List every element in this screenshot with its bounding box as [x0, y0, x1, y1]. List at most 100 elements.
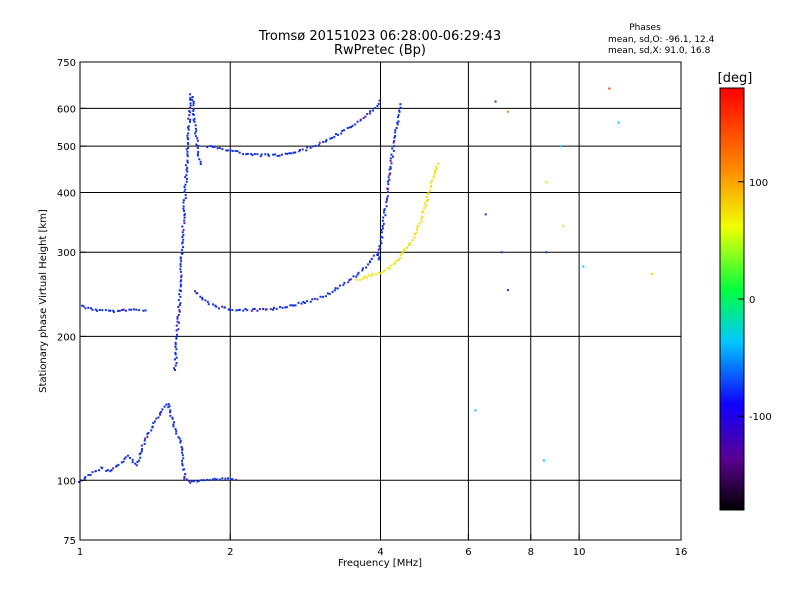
- o-mode-point: [197, 479, 200, 482]
- o-mode-point: [192, 480, 195, 483]
- o-mode-point: [336, 287, 339, 290]
- o-mode-point: [359, 118, 362, 121]
- o-mode-point: [199, 163, 202, 166]
- o-mode-point: [328, 292, 331, 295]
- x-mode-point: [362, 277, 365, 280]
- o-mode-point: [157, 416, 160, 419]
- o-mode-point: [132, 308, 135, 311]
- o-mode-point: [184, 164, 187, 167]
- o-mode-point: [180, 279, 183, 282]
- o-mode-point: [96, 309, 99, 312]
- o-mode-point: [311, 298, 314, 301]
- x-mode-point: [403, 248, 406, 251]
- o-mode-point: [175, 348, 178, 351]
- o-mode-point: [187, 138, 190, 141]
- o-mode-point: [227, 308, 230, 311]
- grid-lines: [80, 62, 681, 540]
- o-mode-point: [139, 452, 142, 455]
- o-mode-point: [181, 459, 184, 462]
- o-mode-point: [206, 478, 209, 481]
- o-mode-point: [264, 153, 267, 156]
- o-mode-point: [213, 145, 216, 148]
- o-mode-point: [188, 480, 191, 483]
- o-mode-point: [372, 109, 375, 112]
- o-mode-point: [390, 153, 393, 156]
- stats-heading: Phases: [629, 23, 661, 33]
- o-mode-point: [372, 254, 375, 257]
- o-mode-point: [389, 167, 392, 170]
- x-mode-point: [389, 264, 392, 267]
- o-mode-point: [382, 222, 385, 225]
- o-mode-point: [178, 321, 181, 324]
- o-mode-point: [229, 149, 232, 152]
- x-mode-point: [435, 167, 438, 170]
- o-mode-point: [175, 430, 178, 433]
- o-mode-point: [394, 131, 397, 134]
- o-mode-point: [177, 299, 180, 302]
- o-mode-point: [179, 295, 182, 298]
- o-mode-point: [186, 170, 189, 173]
- o-mode-point: [341, 129, 344, 132]
- noise-point: [617, 121, 620, 124]
- o-mode-point: [229, 478, 232, 481]
- o-mode-point: [153, 420, 156, 423]
- o-mode-point: [260, 153, 263, 156]
- x-mode-point: [420, 220, 423, 223]
- o-mode-point: [181, 248, 184, 251]
- o-mode-point: [309, 146, 312, 149]
- x-mode-point: [421, 211, 424, 214]
- o-mode-point: [177, 313, 180, 316]
- o-mode-point: [197, 150, 200, 153]
- noise-point: [608, 87, 611, 90]
- o-mode-point: [183, 219, 186, 222]
- o-mode-point: [180, 276, 183, 279]
- colorbar-tick-label: 100: [749, 178, 768, 189]
- o-mode-point: [121, 308, 124, 311]
- x-mode-point: [423, 202, 426, 205]
- o-mode-point: [199, 295, 202, 298]
- o-mode-point: [183, 209, 186, 212]
- o-mode-point: [174, 353, 177, 356]
- o-mode-point: [396, 116, 399, 119]
- o-mode-point: [218, 478, 221, 481]
- o-mode-point: [124, 456, 127, 459]
- y-tick-label: 300: [57, 248, 76, 259]
- o-mode-point: [386, 180, 389, 183]
- x-mode-point: [422, 210, 425, 213]
- o-mode-point: [334, 133, 337, 136]
- o-mode-point: [330, 136, 333, 139]
- o-mode-point: [159, 413, 162, 416]
- x-mode-point: [382, 270, 385, 273]
- o-mode-point: [389, 172, 392, 175]
- o-mode-point: [383, 208, 386, 211]
- x-mode-point: [378, 271, 381, 274]
- o-mode-point: [186, 159, 189, 162]
- noise-point: [474, 409, 477, 412]
- o-mode-point: [178, 309, 181, 312]
- o-mode-point: [374, 107, 377, 110]
- o-mode-point: [319, 295, 322, 298]
- x-tick-label: 2: [227, 547, 233, 558]
- o-mode-point: [175, 432, 178, 435]
- o-mode-point: [325, 139, 328, 142]
- o-mode-point: [236, 150, 239, 153]
- noise-point: [484, 213, 487, 216]
- o-mode-point: [226, 149, 229, 152]
- o-mode-point: [206, 300, 209, 303]
- noise-point: [506, 289, 509, 292]
- o-mode-point: [183, 190, 186, 193]
- o-mode-point: [365, 266, 368, 269]
- o-mode-point: [211, 146, 214, 149]
- o-mode-point: [390, 162, 393, 165]
- o-mode-point: [192, 109, 195, 112]
- o-mode-point: [118, 309, 121, 312]
- o-mode-point: [377, 258, 380, 261]
- x-mode-point: [402, 250, 405, 253]
- o-mode-point: [298, 148, 301, 151]
- x-mode-point: [415, 231, 418, 234]
- o-mode-point: [393, 139, 396, 142]
- y-tick-label: 200: [57, 332, 76, 343]
- o-mode-point: [349, 278, 352, 281]
- x-mode-point: [432, 176, 435, 179]
